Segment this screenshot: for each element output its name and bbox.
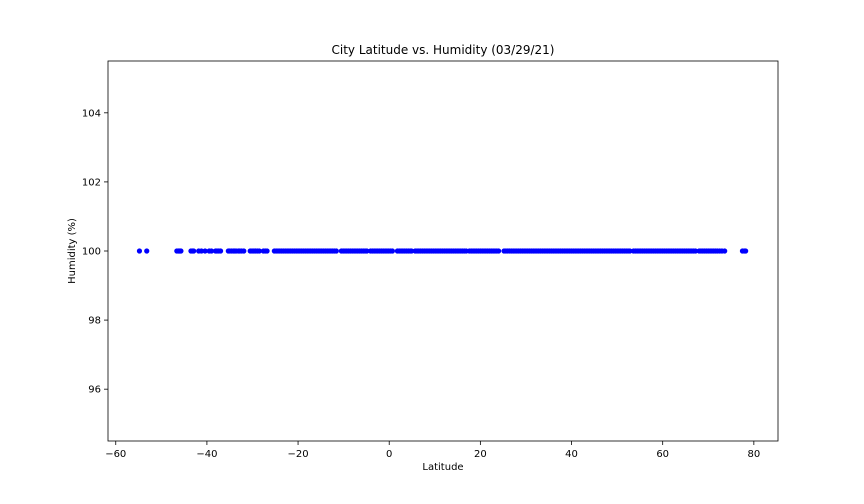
data-point: [217, 248, 224, 254]
data-point: [743, 248, 749, 254]
data-point: [722, 248, 728, 254]
y-tick-label: 98: [88, 316, 101, 327]
data-point: [264, 248, 270, 254]
data-point: [333, 248, 339, 254]
data-point: [389, 248, 396, 254]
x-axis-label: Latitude: [422, 462, 463, 473]
x-tick-label: 20: [474, 449, 487, 460]
x-tick-label: 80: [747, 449, 760, 460]
x-tick-label: 60: [656, 449, 669, 460]
y-tick-label: 104: [82, 108, 101, 119]
points-layer: [136, 248, 749, 254]
data-point: [627, 248, 633, 254]
data-point: [198, 248, 205, 254]
x-tick-label: −40: [196, 449, 217, 460]
x-tick-label: 0: [386, 449, 392, 460]
y-tick-label: 100: [82, 247, 101, 258]
x-tick-label: −60: [105, 449, 126, 460]
data-point: [144, 248, 150, 254]
y-axis-ticks: 96 98 100 102 104: [82, 108, 108, 396]
data-point: [191, 248, 197, 254]
data-point: [136, 248, 143, 254]
x-tick-label: 40: [565, 449, 578, 460]
data-point: [496, 248, 502, 254]
chart-title: City Latitude vs. Humidity (03/29/21): [331, 43, 554, 57]
x-tick-label: −20: [288, 449, 309, 460]
data-point: [364, 248, 370, 254]
y-tick-label: 102: [82, 177, 101, 188]
y-tick-label: 96: [88, 385, 101, 396]
data-point: [178, 248, 184, 254]
x-axis-ticks: −60 −40 −20 0 20 40 60 80: [105, 441, 760, 460]
data-point: [208, 248, 215, 254]
data-point: [408, 248, 415, 254]
data-point: [256, 248, 262, 254]
y-axis-label: Humidity (%): [67, 218, 78, 284]
data-point: [202, 248, 208, 254]
data-point: [241, 248, 247, 254]
data-point: [692, 248, 699, 254]
